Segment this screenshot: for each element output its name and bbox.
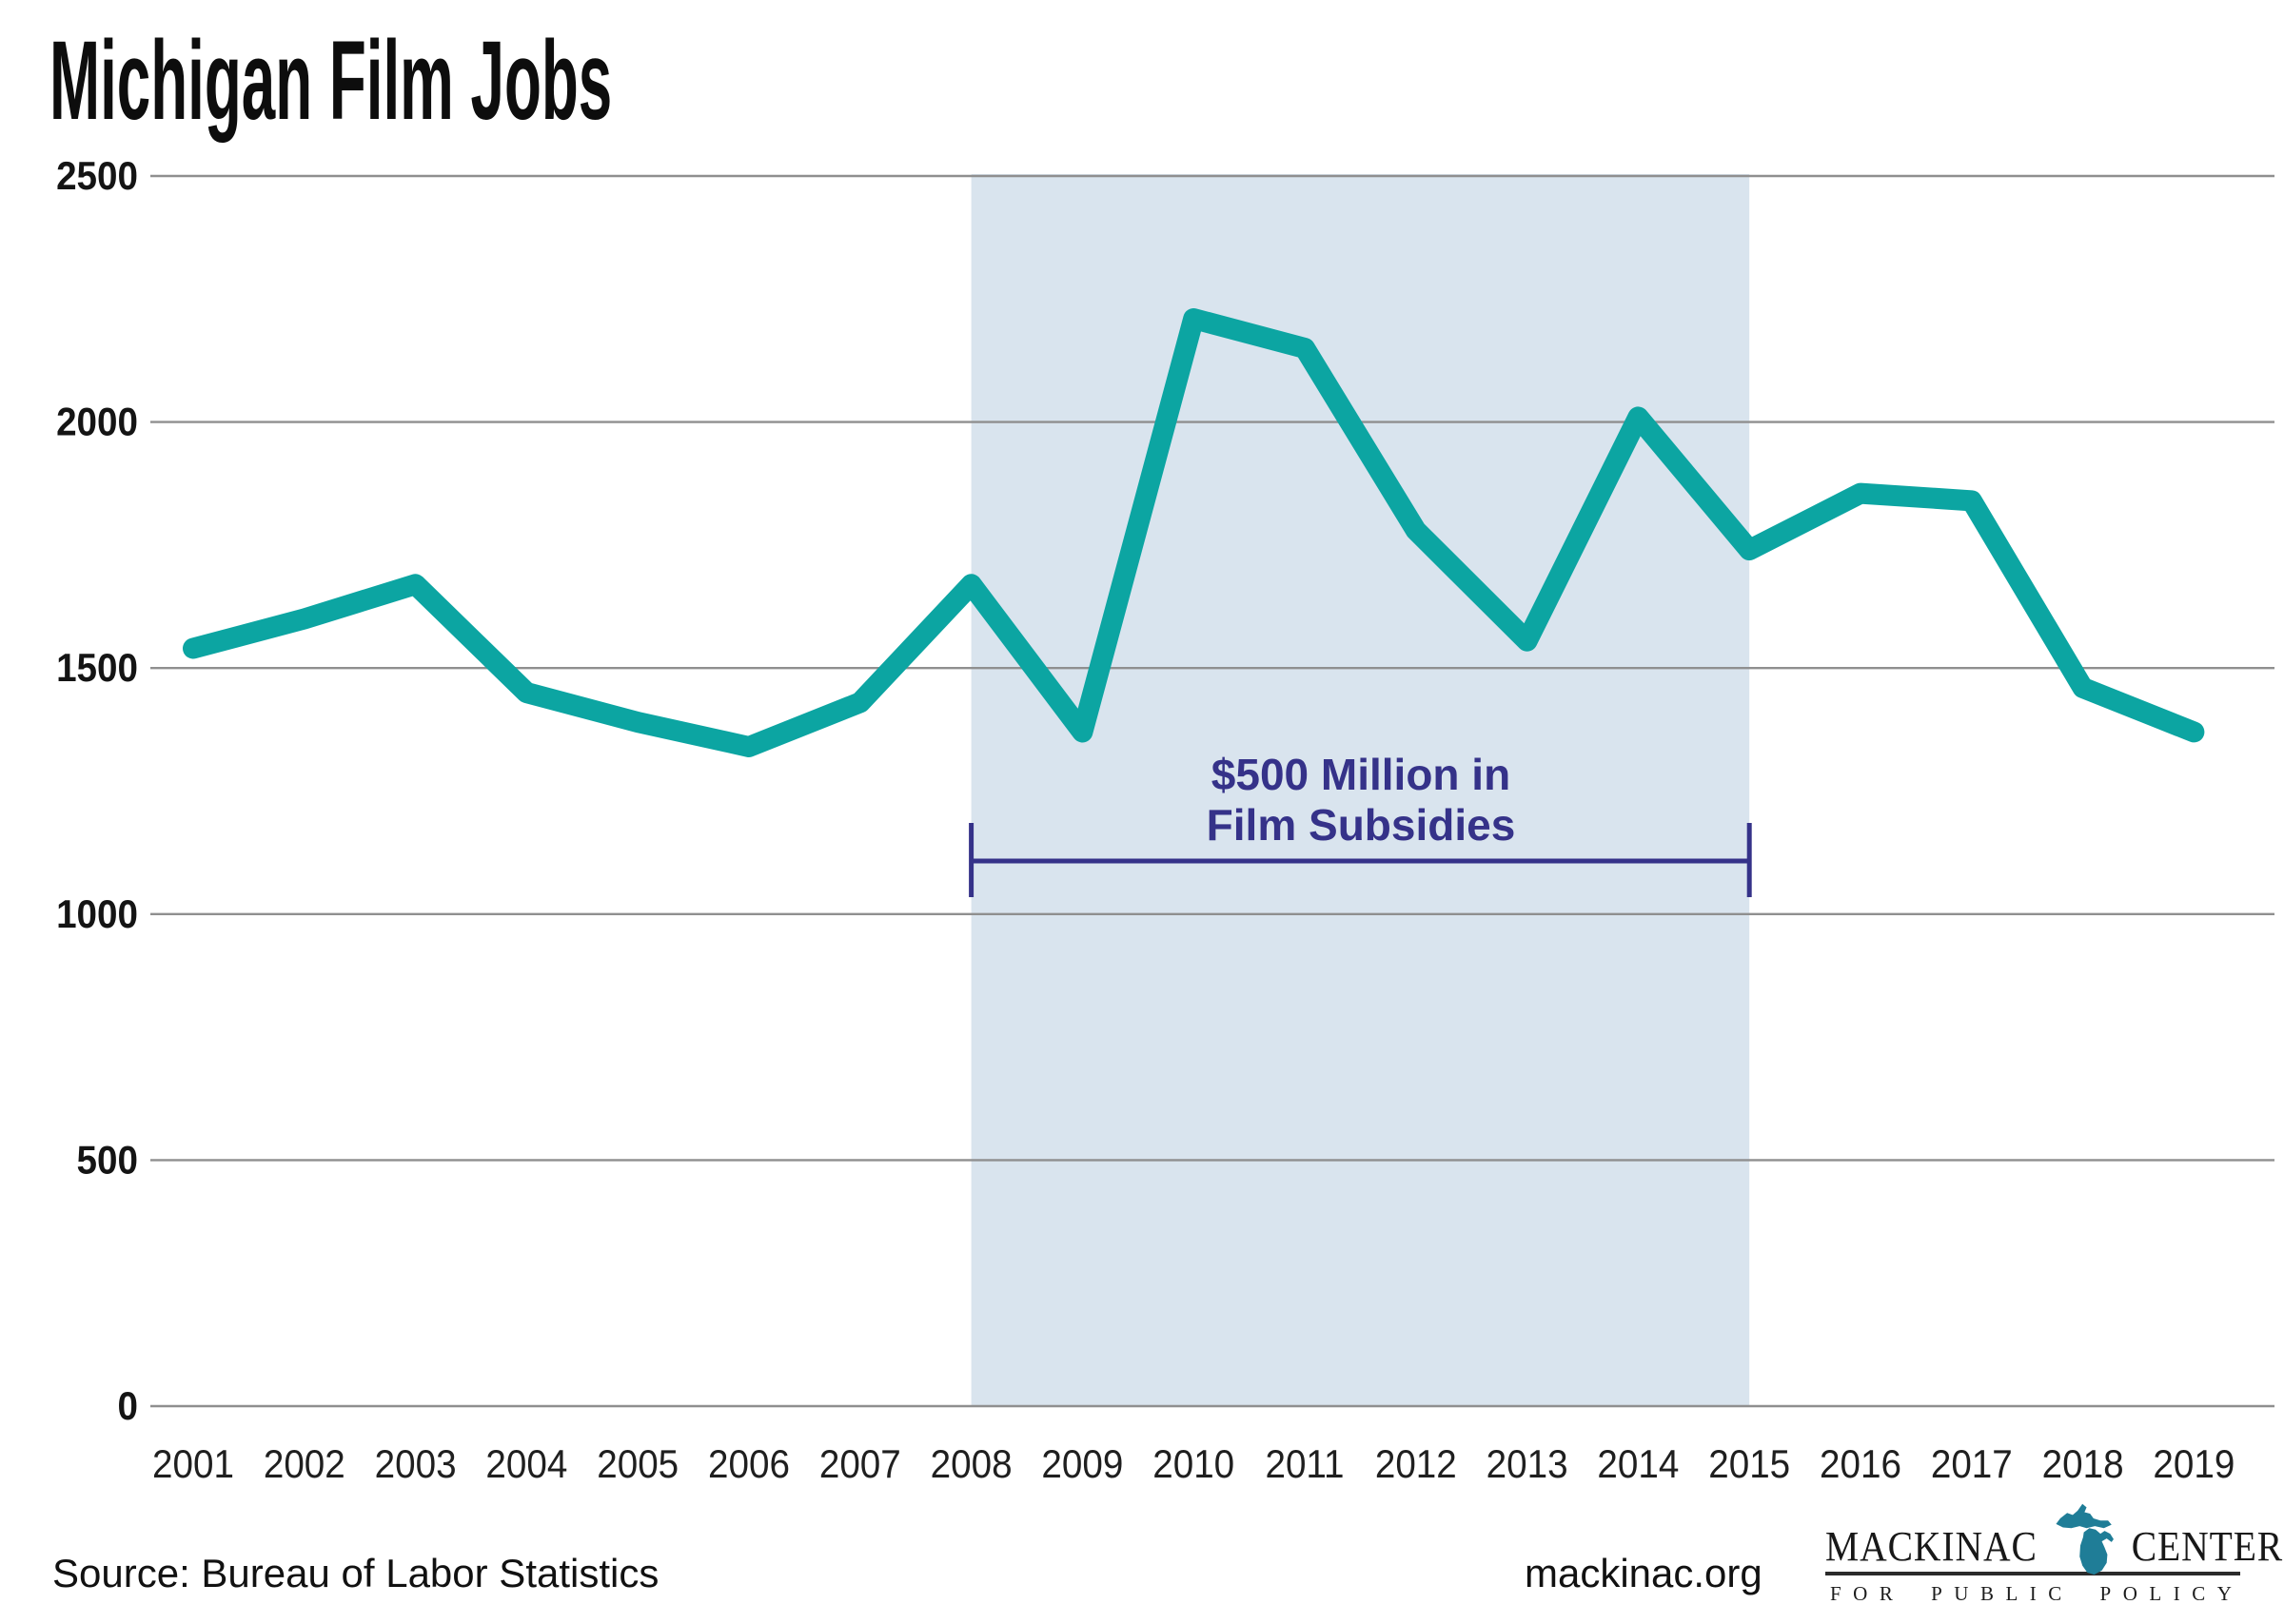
y-tick-label: 500 [77, 1137, 138, 1183]
michigan-icon [2056, 1503, 2114, 1575]
logo-top-row: MACKINAC CENTER [1825, 1503, 2282, 1575]
logo-word-mackinac: MACKINAC [1825, 1523, 2038, 1570]
y-tick-label: 2000 [56, 399, 138, 444]
source-note: Source: Bureau of Labor Statistics [52, 1551, 660, 1595]
subsidy-band [971, 174, 1750, 1406]
x-tick-label: 2011 [1265, 1440, 1344, 1486]
y-tick-label: 1500 [56, 645, 138, 691]
x-tick-label: 2002 [264, 1440, 345, 1486]
annotation-line-1: $500 Million in [1211, 750, 1511, 799]
website-text: mackinac.org [1525, 1551, 1762, 1595]
x-tick-label: 2016 [1820, 1440, 1901, 1486]
x-tick-label: 2009 [1041, 1440, 1123, 1486]
y-tick-label: 0 [118, 1382, 138, 1428]
x-tick-label: 2005 [597, 1440, 679, 1486]
y-tick-label: 1000 [56, 890, 138, 936]
subsidy-annotation: $500 Million in Film Subsidies [972, 750, 1750, 851]
x-tick-label: 2001 [152, 1440, 234, 1486]
annotation-line-2: Film Subsidies [1206, 800, 1516, 850]
x-tick-label: 2006 [708, 1440, 790, 1486]
x-tick-label: 2008 [931, 1440, 1013, 1486]
logo-divider [1825, 1572, 2240, 1575]
x-tick-label: 2019 [2153, 1440, 2235, 1486]
page-title: Michigan Film Jobs [49, 18, 613, 144]
x-tick-label: 2014 [1597, 1440, 1679, 1486]
jobs-line [183, 307, 2205, 757]
x-tick-label: 2015 [1708, 1440, 1790, 1486]
x-tick-label: 2004 [485, 1440, 567, 1486]
mackinac-center-logo: MACKINAC CENTER FOR PUBLIC POLICY [1825, 1503, 2282, 1606]
x-tick-label: 2013 [1487, 1440, 1568, 1486]
michigan-up-shape [2056, 1503, 2112, 1529]
michigan-lp-shape [2078, 1528, 2114, 1575]
x-tick-label: 2012 [1375, 1440, 1457, 1486]
y-tick-label: 2500 [56, 152, 138, 198]
x-tick-label: 2003 [375, 1440, 457, 1486]
x-tick-label: 2007 [819, 1440, 901, 1486]
logo-tagline: FOR PUBLIC POLICY [1830, 1582, 2244, 1605]
x-tick-label: 2010 [1152, 1440, 1234, 1486]
x-tick-label: 2018 [2042, 1440, 2124, 1486]
x-tick-label: 2017 [1931, 1440, 2013, 1486]
logo-word-center: CENTER [2131, 1523, 2283, 1570]
